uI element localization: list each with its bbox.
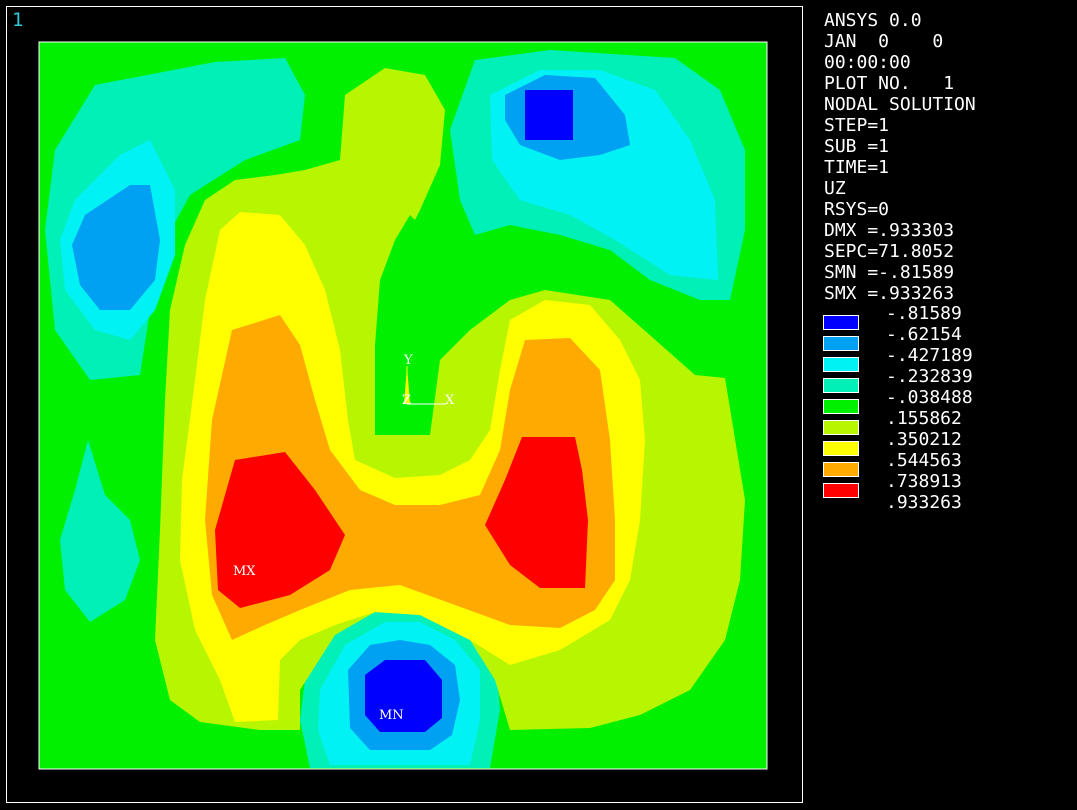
contour-band-upper-right-blue: [525, 90, 573, 140]
contour-band-red-left: [215, 452, 345, 608]
legend-value: -.038488: [886, 387, 973, 408]
legend-value: -.427189: [886, 345, 973, 366]
contour-band-upper-left-sky: [72, 185, 160, 310]
info-line: ANSYS 0.0: [824, 10, 922, 31]
contour-band-center-notch: [375, 215, 460, 435]
min-marker: MN: [379, 708, 404, 723]
graphics-window[interactable]: [6, 6, 803, 803]
info-line: SMN =-.81589: [824, 262, 955, 283]
contour-band-lower-left-teal: [60, 440, 140, 622]
coordinate-triad: Y Z X: [402, 353, 455, 408]
info-line: SUB =1: [824, 136, 890, 157]
contour-band-red-right: [485, 437, 588, 588]
legend-swatch: [823, 336, 859, 351]
info-line: TIME=1: [824, 157, 890, 178]
plot-info-panel: ANSYS 0.0 JAN 0 0 00:00:00 PLOT NO. 1 NODAL …: [824, 10, 976, 304]
info-line: SEPC=71.8052: [824, 241, 955, 262]
info-line: STEP=1: [824, 115, 890, 136]
info-line: SMX =.933263: [824, 283, 955, 304]
legend-value: -.62154: [886, 324, 962, 345]
max-marker: MX: [233, 564, 256, 579]
legend-swatch: [823, 315, 859, 330]
legend-value: .155862: [886, 408, 962, 429]
info-line: JAN 0 0: [824, 31, 944, 52]
legend-value: -.232839: [886, 366, 973, 387]
legend-swatch: [823, 483, 859, 498]
info-line: DMX =.933303: [824, 220, 955, 241]
legend-value: .544563: [886, 450, 962, 471]
info-line: RSYS=0: [824, 199, 890, 220]
window-number: 1: [12, 9, 24, 31]
triad-y-label: Y: [403, 353, 413, 368]
contour-band-bottom-blue: [365, 660, 442, 732]
legend-swatch: [823, 462, 859, 477]
legend-value: .738913: [886, 471, 962, 492]
legend-value: -.81589: [886, 303, 962, 324]
info-line: PLOT NO. 1: [824, 73, 955, 94]
info-line: NODAL SOLUTION: [824, 94, 976, 115]
info-line: UZ: [824, 178, 846, 199]
legend-swatch: [823, 420, 859, 435]
legend-value: .350212: [886, 429, 962, 450]
legend-swatch: [823, 378, 859, 393]
info-line: 00:00:00: [824, 52, 911, 73]
legend-value: .933263: [886, 492, 962, 513]
triad-x-label: X: [445, 393, 455, 408]
legend-swatch: [823, 399, 859, 414]
legend-swatch: [823, 441, 859, 456]
legend-swatch: [823, 357, 859, 372]
triad-z-label: Z: [402, 393, 411, 408]
